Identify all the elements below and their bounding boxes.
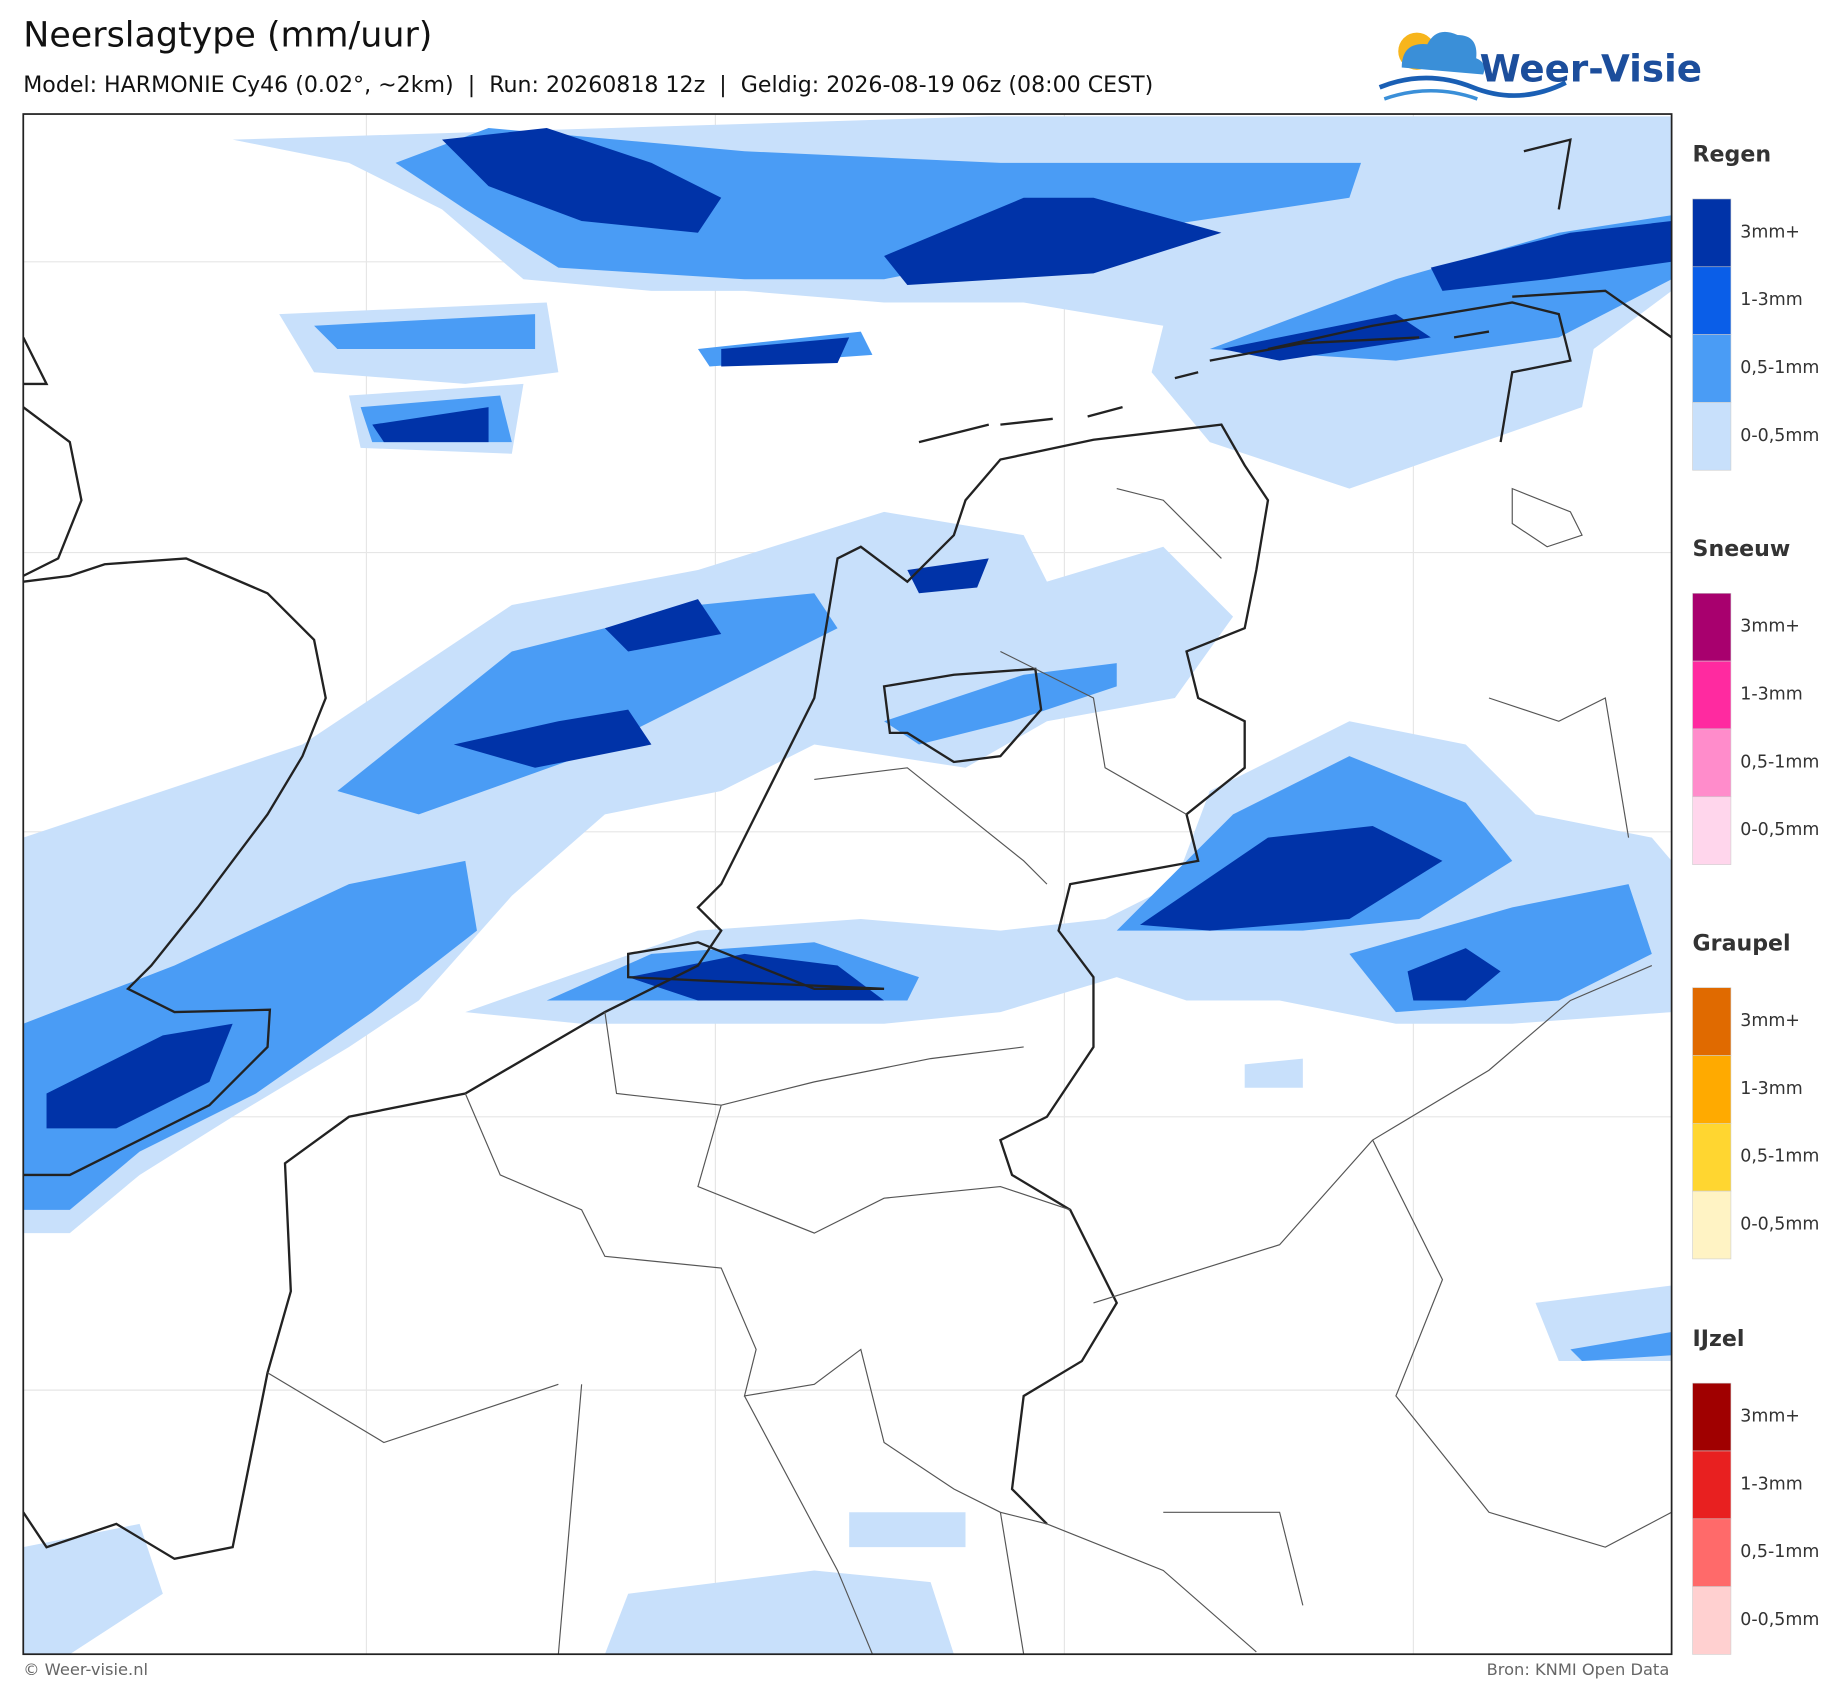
precipitation	[23, 116, 1672, 1655]
legend-label: 1-3mm	[1740, 290, 1802, 310]
legend-swatch	[1692, 1450, 1732, 1520]
legend-swatch	[1692, 593, 1732, 662]
subtitle: Model: HARMONIE Cy46 (0.02°, ~2km) | Run…	[23, 72, 1153, 98]
coastlines	[23, 138, 1672, 1561]
legend-label: 1-3mm	[1740, 1079, 1802, 1099]
legend-label: 0,5-1mm	[1740, 1542, 1819, 1562]
title: Neerslagtype (mm/uur)	[23, 16, 432, 56]
borders	[267, 487, 1672, 1655]
legend-swatch	[1692, 796, 1732, 865]
legend-swatch	[1692, 334, 1732, 403]
logo-text: Weer-Visie	[1480, 46, 1702, 90]
legend-swatch	[1692, 1190, 1732, 1260]
legend-swatch	[1692, 660, 1732, 730]
legend-swatch	[1692, 728, 1732, 798]
copyright: © Weer-visie.nl	[23, 1660, 148, 1679]
legend-label: 0,5-1mm	[1740, 1147, 1819, 1167]
legend-label: 0-0,5mm	[1740, 1214, 1819, 1234]
legend-swatch	[1692, 1122, 1732, 1192]
legend-swatch	[1692, 266, 1732, 335]
map	[23, 114, 1672, 1655]
legend-label: 0-0,5mm	[1740, 426, 1819, 446]
legend-swatch	[1692, 198, 1732, 268]
legend-label: 0-0,5mm	[1740, 820, 1819, 840]
legend-label: 1-3mm	[1740, 1474, 1802, 1494]
legend-label: 3mm+	[1740, 1011, 1800, 1031]
legend-swatch	[1692, 987, 1732, 1056]
legend-group-title: Sneeuw	[1693, 536, 1791, 562]
legend-swatch	[1692, 402, 1732, 471]
legend-label: 0,5-1mm	[1740, 358, 1819, 378]
legend-swatch	[1692, 1382, 1732, 1452]
legend-swatch	[1692, 1518, 1732, 1587]
legend-swatch	[1692, 1586, 1732, 1655]
legend-group-title: IJzel	[1693, 1326, 1745, 1352]
legend-label: 0,5-1mm	[1740, 752, 1819, 772]
source: Bron: KNMI Open Data	[1487, 1660, 1670, 1679]
legend-label: 1-3mm	[1740, 685, 1802, 705]
map-frame	[22, 113, 1673, 1656]
legend-label: 3mm+	[1740, 617, 1800, 637]
legend-group-title: Graupel	[1693, 930, 1791, 956]
legend-label: 3mm+	[1740, 1407, 1800, 1427]
legend-swatch	[1692, 1055, 1732, 1124]
legend-label: 3mm+	[1740, 222, 1800, 242]
logo: Weer-Visie	[1378, 31, 1702, 101]
legend-label: 0-0,5mm	[1740, 1610, 1819, 1630]
legend-group-title: Regen	[1693, 142, 1772, 168]
legend: Regen 3mm+ 1-3mm 0,5-1mm 0-0,5mm Sneeuw 3mm+ 1-…	[1692, 142, 1819, 1655]
